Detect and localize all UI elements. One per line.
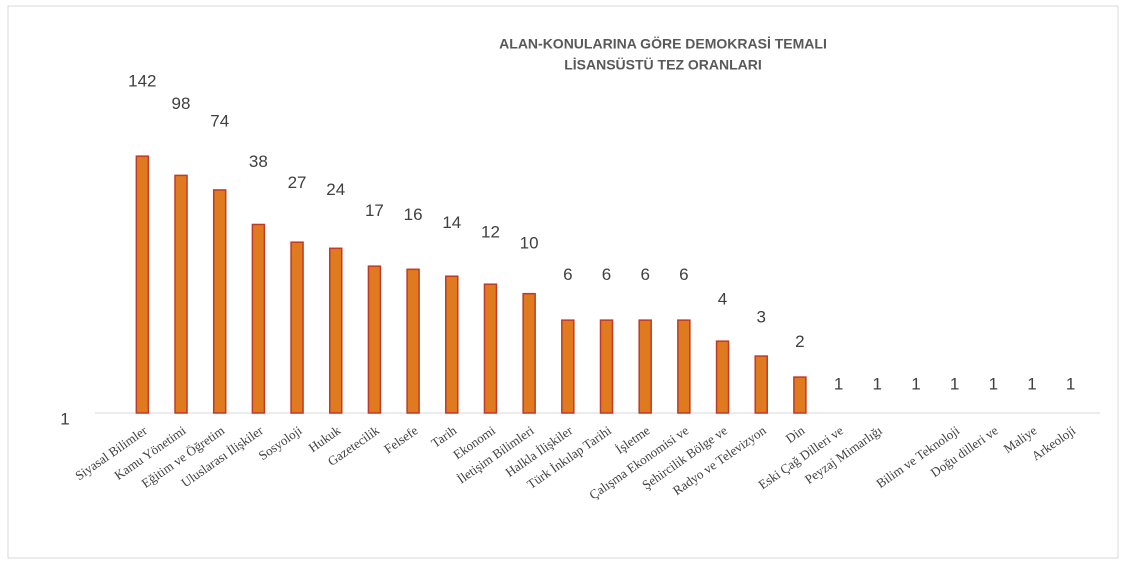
bar xyxy=(135,155,150,414)
bar xyxy=(754,355,768,414)
bar xyxy=(522,292,536,414)
chart-title: ALAN-KONULARINA GÖRE DEMOKRASİ TEMALI xyxy=(499,36,827,52)
bar xyxy=(406,268,420,414)
value-label: 1 xyxy=(1027,374,1036,393)
bar xyxy=(677,319,691,414)
value-label: 16 xyxy=(404,205,423,224)
bar xyxy=(212,189,227,414)
value-label: 4 xyxy=(718,290,727,309)
y-tick-label: 1 xyxy=(60,409,69,428)
bar xyxy=(599,319,614,414)
bar xyxy=(561,319,575,414)
value-label: 17 xyxy=(365,201,384,220)
bar xyxy=(367,265,382,414)
value-label: 24 xyxy=(326,180,345,199)
bar xyxy=(174,174,188,414)
bar xyxy=(715,340,730,414)
bar xyxy=(638,319,652,414)
value-label: 3 xyxy=(756,307,765,326)
value-label: 6 xyxy=(679,265,688,284)
chart-border xyxy=(7,5,1119,559)
value-label: 2 xyxy=(795,332,804,351)
bar xyxy=(328,247,343,414)
value-label: 6 xyxy=(640,265,649,284)
value-label: 1 xyxy=(911,374,920,393)
value-label: 6 xyxy=(602,265,611,284)
value-label: 98 xyxy=(172,94,191,113)
value-label: 27 xyxy=(288,173,307,192)
chart-title: LİSANSÜSTÜ TEZ ORANLARI xyxy=(564,57,762,73)
value-label: 14 xyxy=(442,213,461,232)
bar xyxy=(483,283,498,414)
bar xyxy=(251,223,266,414)
value-label: 1 xyxy=(834,374,843,393)
value-label: 1 xyxy=(873,374,882,393)
value-label: 1 xyxy=(989,374,998,393)
value-label: 6 xyxy=(563,265,572,284)
bar xyxy=(793,376,807,414)
value-label: 38 xyxy=(249,152,268,171)
value-label: 10 xyxy=(520,234,539,253)
bar xyxy=(290,241,304,414)
bar xyxy=(445,275,459,414)
value-label: 74 xyxy=(210,111,229,130)
value-label: 142 xyxy=(128,71,156,90)
value-label: 1 xyxy=(1066,374,1075,393)
value-label: 1 xyxy=(950,374,959,393)
value-label: 12 xyxy=(481,223,500,242)
